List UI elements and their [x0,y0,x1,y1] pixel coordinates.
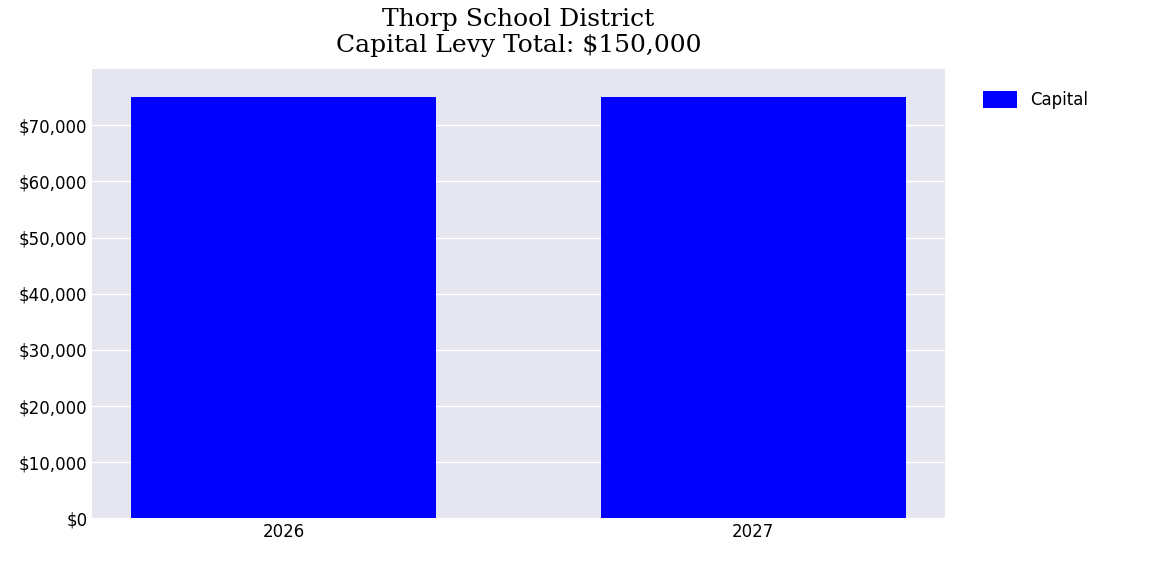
Bar [600,97,905,518]
Bar [131,97,437,518]
Legend: Capital: Capital [970,77,1101,122]
Title: Thorp School District
Capital Levy Total: $150,000: Thorp School District Capital Levy Total… [335,8,702,58]
